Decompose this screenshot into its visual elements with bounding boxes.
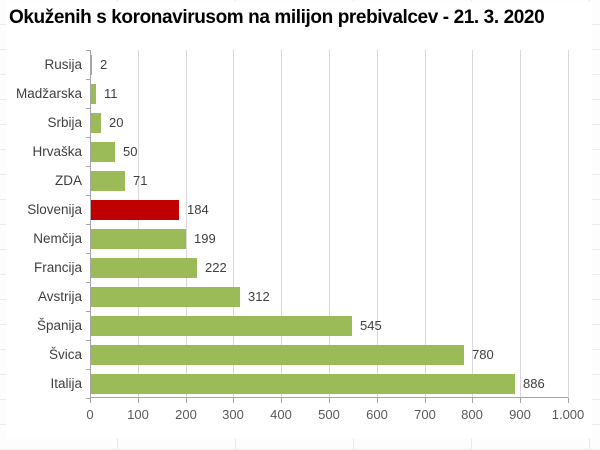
x-axis-tick-label: 300: [222, 407, 244, 422]
value-label: 886: [523, 376, 545, 391]
bar: [91, 287, 240, 307]
y-axis-tick: [86, 398, 90, 399]
value-label: 2: [100, 57, 108, 72]
bar: [91, 171, 125, 191]
gridline: [329, 50, 330, 398]
y-axis-tick: [86, 195, 90, 196]
gridline: [138, 50, 139, 398]
x-axis-tick-label: 100: [127, 407, 149, 422]
x-axis-tick: [233, 398, 234, 403]
x-axis-tick: [425, 398, 426, 403]
y-axis-tick: [86, 282, 90, 283]
y-axis-tick: [86, 340, 90, 341]
value-label: 222: [205, 260, 227, 275]
chart-frame: Okuženih s koronavirusom na milijon preb…: [6, 2, 592, 438]
bar: [91, 258, 197, 278]
gridline: [377, 50, 378, 398]
y-axis-tick: [86, 311, 90, 312]
value-label: 11: [104, 86, 118, 101]
x-axis-tick: [329, 398, 330, 403]
x-axis-tick: [138, 398, 139, 403]
x-axis-tick-label: 1.000: [551, 407, 585, 422]
value-label: 71: [133, 173, 148, 188]
y-axis-tick: [86, 224, 90, 225]
value-label: 545: [360, 318, 382, 333]
category-label: Srbija: [47, 115, 82, 130]
x-axis-tick-label: 400: [270, 407, 292, 422]
category-label: Švica: [48, 347, 82, 362]
value-label: 199: [194, 231, 216, 246]
category-label: ZDA: [55, 173, 82, 188]
gridline: [472, 50, 473, 398]
y-axis-tick: [86, 369, 90, 370]
bar: [91, 316, 352, 336]
x-axis-tick: [281, 398, 282, 403]
value-label: 50: [123, 144, 138, 159]
x-axis-tick: [568, 398, 569, 403]
value-label: 780: [472, 347, 494, 362]
bar: [91, 55, 92, 75]
bar: [91, 84, 96, 104]
x-axis-tick-label: 0: [86, 407, 94, 422]
gridline: [281, 50, 282, 398]
bar: [91, 345, 464, 365]
category-label: Španija: [36, 318, 82, 333]
gridline: [425, 50, 426, 398]
x-axis-tick-label: 800: [461, 407, 483, 422]
gridline: [186, 50, 187, 398]
chart-title: Okuženih s koronavirusom na milijon preb…: [9, 7, 545, 28]
category-label: Slovenija: [27, 202, 82, 217]
value-label: 312: [248, 289, 270, 304]
bar: [91, 142, 115, 162]
x-axis-tick-label: 200: [175, 407, 197, 422]
category-label: Italija: [50, 376, 82, 391]
bar: [91, 229, 186, 249]
x-axis-tick-label: 500: [318, 407, 340, 422]
gridline: [233, 50, 234, 398]
y-axis: [90, 50, 91, 398]
x-axis-tick-label: 900: [509, 407, 531, 422]
gridline: [568, 50, 569, 398]
value-label: 20: [109, 115, 124, 130]
x-axis: [90, 397, 568, 398]
y-axis-tick: [86, 50, 90, 51]
category-label: Madžarska: [15, 86, 82, 101]
category-label: Avstrija: [37, 289, 82, 304]
x-axis-tick: [472, 398, 473, 403]
plot-area: [86, 50, 569, 403]
value-label: 184: [187, 202, 209, 217]
bar: [91, 374, 515, 394]
x-axis-tick: [186, 398, 187, 403]
x-axis-tick: [377, 398, 378, 403]
bar-highlighted: [91, 200, 179, 220]
category-label: Rusija: [44, 57, 82, 72]
x-axis-tick-label: 700: [414, 407, 436, 422]
y-axis-tick: [86, 166, 90, 167]
category-label: Nemčija: [33, 231, 82, 246]
x-axis-tick: [520, 398, 521, 403]
bar: [91, 113, 101, 133]
y-axis-tick: [86, 108, 90, 109]
y-axis-tick: [86, 79, 90, 80]
x-axis-tick: [90, 398, 91, 403]
y-axis-tick: [86, 253, 90, 254]
y-axis-tick: [86, 137, 90, 138]
gridline: [520, 50, 521, 398]
category-label: Hrvaška: [32, 144, 82, 159]
x-axis-tick-label: 600: [366, 407, 388, 422]
category-label: Francija: [33, 260, 82, 275]
